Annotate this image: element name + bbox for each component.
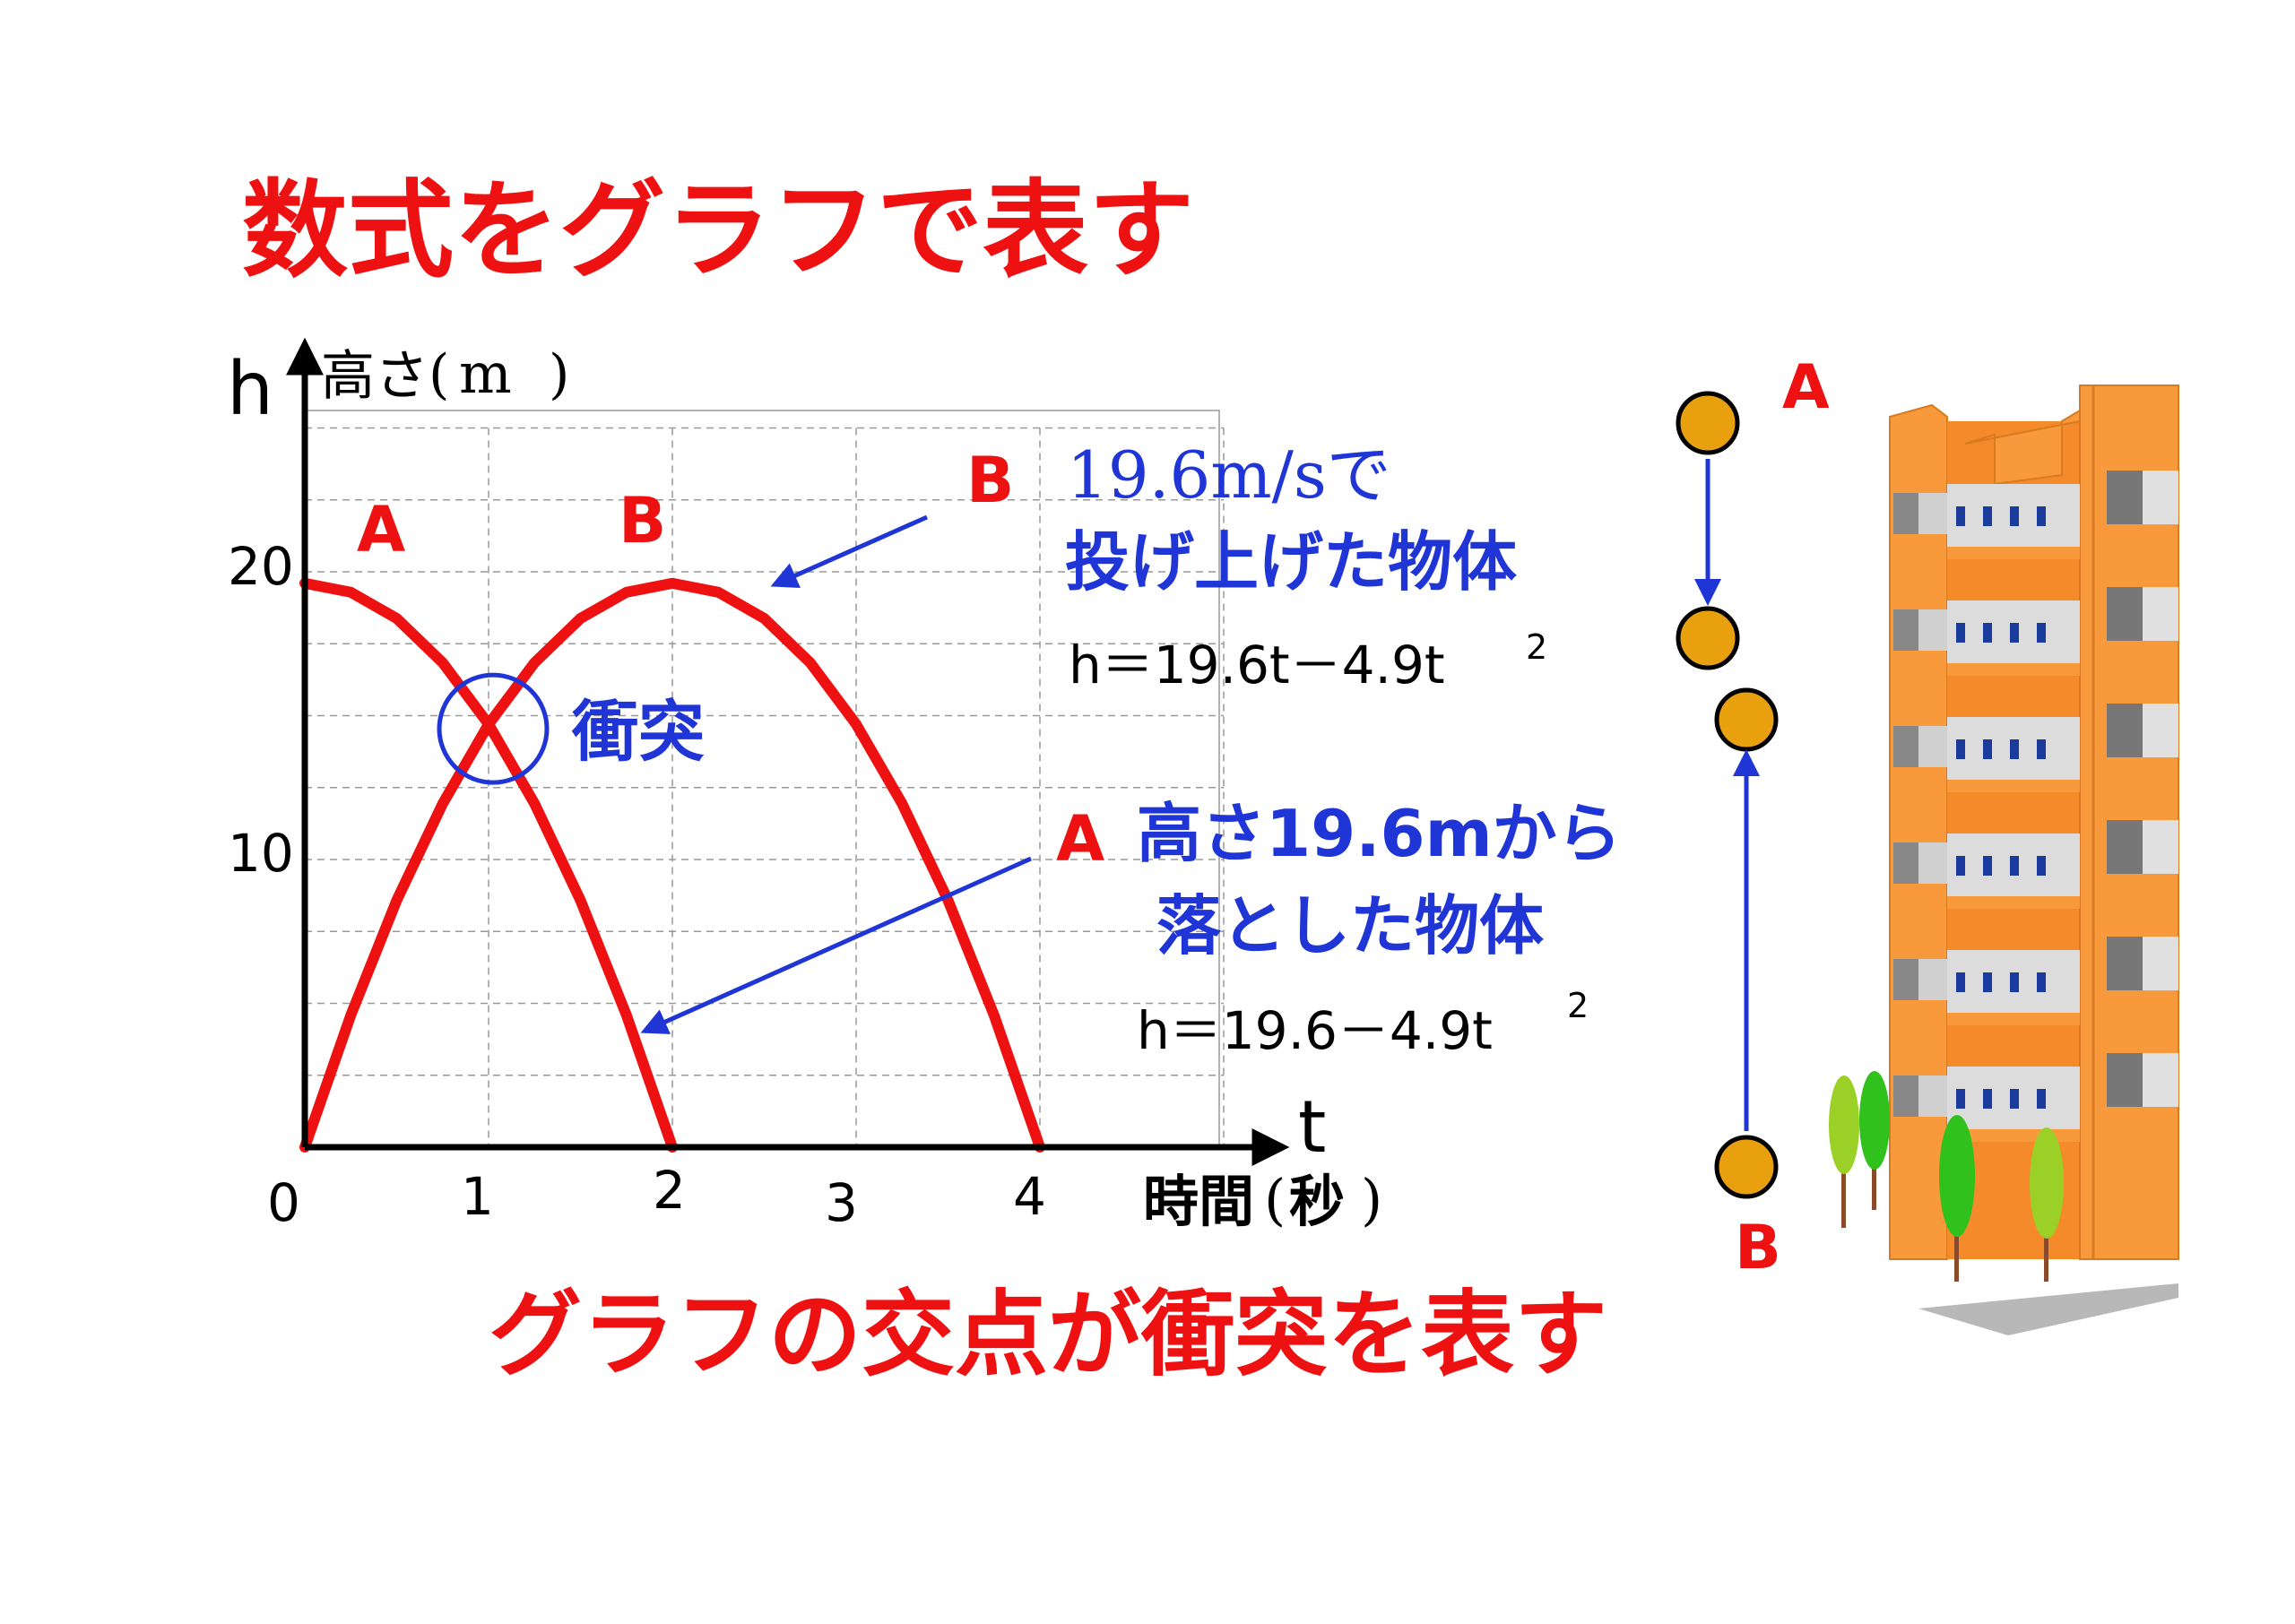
building <box>1889 384 2179 1261</box>
annotation-a-arrow <box>640 856 1033 1034</box>
curves <box>299 577 1045 1153</box>
y-tick-label: 10 <box>228 823 294 884</box>
formula-a: h＝19.6－4.9t 2 <box>1137 986 1589 1061</box>
y-axis-open-paren: ( <box>429 343 449 406</box>
x-axis-symbol: t <box>1298 1085 1326 1169</box>
formula-a-exponent: 2 <box>1567 986 1589 1025</box>
series-line-b <box>299 577 1045 1153</box>
y-axis-symbol: h <box>227 347 273 432</box>
formula-a-text: h＝19.6－4.9t <box>1137 1000 1493 1061</box>
annotation-b-desc-line2: 投げ上げた物体 <box>1065 524 1517 600</box>
y-tick-label: 20 <box>228 536 294 597</box>
formula-b-text: h＝19.6t－4.9t <box>1069 635 1445 695</box>
formula-b: h＝19.6t－4.9t 2 <box>1069 627 1547 695</box>
illustration-label-a: A <box>1782 352 1830 423</box>
ball-b-start <box>1714 1135 1779 1199</box>
trees <box>1829 1071 2064 1282</box>
building-shadow <box>1918 1283 2178 1335</box>
illustration-label-b: B <box>1735 1213 1781 1283</box>
building-floor <box>1893 471 2178 559</box>
collision-circle <box>437 672 550 785</box>
x-tick-label: 2 <box>653 1160 686 1221</box>
annotation-b-marker: B <box>966 444 1014 517</box>
y-axis-label: 高さ ( m ) <box>321 341 569 408</box>
y-axis-label-text: 高さ <box>321 345 429 408</box>
x-tick-label: 4 <box>1013 1166 1046 1227</box>
annotation-b-arrow <box>770 514 929 588</box>
building-floor <box>1893 704 2178 792</box>
series-label-a: A <box>357 493 405 566</box>
x-tick-label: 0 <box>267 1172 300 1233</box>
ball-a-end <box>1676 606 1740 670</box>
annotation-a-desc-line1: 高さ19.6mから <box>1137 796 1622 871</box>
ball-b-end <box>1714 687 1779 752</box>
building-floor <box>1893 587 2178 676</box>
building-floor <box>1893 820 2178 909</box>
y-axis-unit: m <box>459 341 512 406</box>
building-floor <box>1893 937 2178 1025</box>
building-floors <box>1893 471 2178 1142</box>
series-label-b: B <box>619 484 666 557</box>
x-axis-unit: 秒 <box>1289 1169 1345 1234</box>
building-illustration: A B <box>1676 352 2179 1335</box>
formula-b-exponent: 2 <box>1526 627 1547 667</box>
annotation-a-marker: A <box>1056 802 1104 876</box>
building-floor <box>1893 1053 2178 1142</box>
x-tick-label: 1 <box>461 1166 494 1227</box>
x-axis-open-paren: ( <box>1264 1167 1286 1232</box>
collision-label: 衝突 <box>571 694 705 771</box>
x-axis-label-text: 時間 <box>1143 1169 1254 1234</box>
x-tick-label: 3 <box>825 1172 858 1233</box>
ball-a-start <box>1676 391 1740 455</box>
annotation-b-desc-line1: 19.6m/sで <box>1067 437 1391 513</box>
plot-area <box>304 410 1220 1148</box>
x-axis-close-paren: ) <box>1361 1167 1382 1232</box>
y-axis-close-paren: ) <box>549 343 569 406</box>
slide-title: 数式をグラフで表す <box>242 168 1194 292</box>
annotation-a-desc-line2: 落とした物体 <box>1156 888 1544 963</box>
footer-caption: グラフの交点が衝突を表す <box>489 1280 1607 1389</box>
chart: h 高さ ( m ) t 時間 ( 秒 ) 0 1 2 3 4 10 20 A … <box>227 337 1622 1234</box>
x-axis-label: 時間 ( 秒 ) <box>1143 1167 1382 1234</box>
